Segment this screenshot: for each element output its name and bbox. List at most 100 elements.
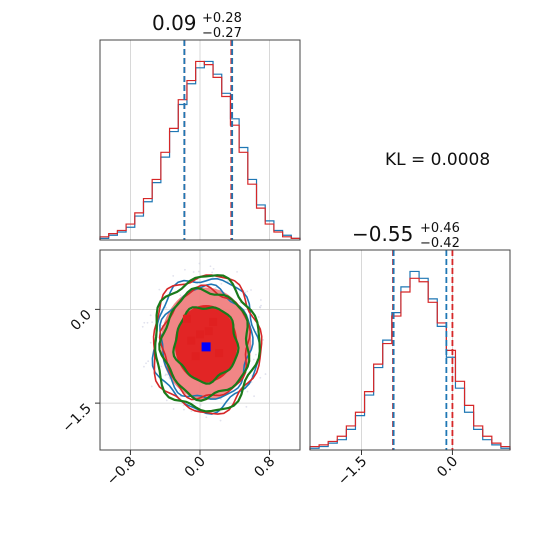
joint-sample-point: [260, 304, 262, 307]
param-1-title-value: 0.09: [152, 11, 197, 35]
joint-sample-point: [149, 314, 152, 317]
joint-sample-point: [245, 405, 248, 408]
param-2-title-value: −0.55: [352, 222, 413, 246]
joint-red-marker: [209, 317, 218, 326]
joint-sample-point: [158, 288, 161, 291]
joint-sample-point: [212, 267, 215, 270]
param-1-histogram-blue: [99, 60, 301, 240]
joint-contour-red: [152, 274, 263, 415]
param-1-axes-frame: [99, 39, 301, 241]
joint-sample-point: [220, 282, 223, 285]
joint-sample-point: [184, 268, 186, 271]
param-2-histogram-red: [309, 277, 511, 450]
joint-sample-point: [205, 416, 208, 419]
joint-sample-point: [179, 294, 182, 297]
joint-sample-point: [257, 316, 260, 318]
joint-red-marker: [187, 336, 196, 345]
param-2-quantile-lines: [392, 250, 454, 450]
joint-sample-point: [151, 321, 154, 324]
joint-sample-point: [164, 374, 167, 377]
joint-sample-point: [259, 306, 262, 309]
joint-sample-point: [141, 325, 144, 328]
joint-sample-point: [179, 389, 181, 392]
joint-panel: −0.8 0.0 0.8 −1.5 0.0: [59, 249, 301, 489]
joint-sample-point: [262, 339, 265, 341]
joint-sample-point: [145, 362, 147, 365]
joint-sample-point: [246, 290, 249, 293]
joint-sample-point: [160, 365, 163, 368]
joint-contour-green: [154, 274, 261, 413]
joint-x-tick-label: 0.0: [182, 454, 209, 481]
joint-sample-point: [143, 365, 145, 368]
joint-sample-point: [253, 395, 255, 398]
joint-sample-point: [165, 399, 168, 402]
joint-sample-point: [198, 262, 201, 265]
joint-sample-point: [147, 360, 150, 363]
param-2-axes-frame: [309, 249, 511, 451]
marginal-panel-param-1: 0.09 +0.28 −0.27: [99, 11, 301, 241]
joint-sample-point: [197, 270, 200, 273]
joint-sample-point: [166, 373, 169, 376]
joint-sample-point: [226, 280, 229, 283]
param-1-title-lower-error: −0.27: [202, 26, 242, 41]
joint-sample-point: [190, 410, 193, 413]
joint-sample-point: [255, 353, 257, 356]
param-2-histogram-blue: [309, 270, 511, 450]
param-2-ticks: −1.5 0.0: [335, 450, 461, 489]
joint-x-tick-label: −0.8: [104, 454, 139, 489]
joint-sample-point: [209, 265, 212, 268]
joint-sample-point: [211, 271, 214, 274]
joint-sample-point: [252, 358, 255, 361]
joint-sample-point: [215, 286, 217, 289]
param-2-tick-label: −1.5: [335, 454, 370, 489]
joint-sample-point: [250, 289, 252, 291]
joint-sample-point: [246, 390, 249, 393]
param-1-histogram-red: [99, 60, 301, 240]
joint-sample-point: [160, 324, 163, 327]
joint-sample-point: [259, 376, 262, 379]
param-2-title-upper-error: +0.46: [420, 221, 460, 236]
joint-sample-point: [219, 411, 221, 413]
joint-sample-point: [165, 306, 167, 309]
joint-contour-green: [172, 306, 240, 385]
joint-sample-point: [192, 271, 195, 273]
joint-sample-point: [219, 419, 222, 422]
joint-sample-point: [236, 270, 238, 273]
joint-y-tick-label: 0.0: [68, 307, 95, 334]
joint-sample-point: [264, 373, 267, 375]
joint-sample-point: [259, 299, 262, 301]
param-1-histogram: [99, 60, 301, 240]
joint-sample-point: [150, 385, 153, 388]
joint-red-marker: [191, 352, 200, 361]
param-1-quantile-lines: [183, 40, 234, 240]
param-2-histogram: [309, 270, 511, 450]
joint-red-marker: [204, 327, 213, 336]
joint-sample-point: [183, 408, 185, 411]
joint-sample-point: [244, 291, 247, 294]
joint-sample-point: [199, 404, 202, 406]
joint-markers: [182, 314, 224, 361]
joint-truth-marker: [201, 342, 211, 352]
joint-y-tick-label: −1.5: [59, 401, 94, 436]
marginal-panel-param-2: −1.5 0.0 −0.55 +0.46 −0.42: [309, 221, 511, 489]
joint-sample-point: [143, 321, 146, 324]
param-1-title-upper-error: +0.28: [202, 11, 242, 26]
joint-sample-point: [172, 275, 175, 277]
joint-sample-point: [149, 341, 152, 344]
joint-contour-lines: [151, 274, 263, 415]
joint-red-marker: [215, 349, 224, 358]
joint-x-tick-label: 0.8: [251, 454, 278, 481]
kl-divergence-label: KL = 0.0008: [385, 150, 490, 170]
joint-sample-point: [239, 301, 242, 304]
joint-sample-point: [172, 408, 175, 410]
joint-red-marker: [182, 314, 191, 323]
joint-contour-green: [158, 286, 251, 402]
joint-contour-red: [158, 284, 252, 401]
param-2-title-lower-error: −0.42: [420, 236, 460, 251]
joint-sample-point: [146, 321, 149, 324]
param-2-tick-label: 0.0: [434, 454, 461, 481]
joint-sample-point: [182, 404, 185, 407]
param-1-grid: [130, 40, 270, 240]
param-2-grid: [361, 250, 453, 450]
